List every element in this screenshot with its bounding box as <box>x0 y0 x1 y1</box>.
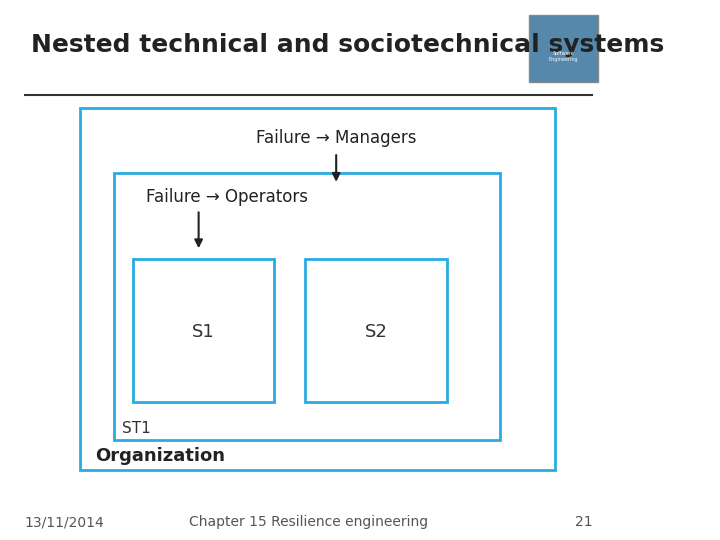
Text: 13/11/2014: 13/11/2014 <box>24 515 104 529</box>
Text: Software
Engineering: Software Engineering <box>549 51 579 62</box>
Text: S2: S2 <box>365 323 387 341</box>
Text: 21: 21 <box>575 515 592 529</box>
Text: Chapter 15 Resilience engineering: Chapter 15 Resilience engineering <box>189 515 428 529</box>
Bar <box>80 108 555 470</box>
Bar <box>529 15 598 82</box>
Bar <box>305 259 447 402</box>
Bar <box>114 173 500 440</box>
Text: S1: S1 <box>192 323 215 341</box>
Text: Organization: Organization <box>96 448 225 465</box>
Text: Failure → Managers: Failure → Managers <box>256 129 416 147</box>
Text: Failure → Operators: Failure → Operators <box>146 188 308 206</box>
Text: Nested technical and sociotechnical systems: Nested technical and sociotechnical syst… <box>31 33 664 57</box>
Text: ST1: ST1 <box>122 421 151 436</box>
Bar <box>132 259 274 402</box>
